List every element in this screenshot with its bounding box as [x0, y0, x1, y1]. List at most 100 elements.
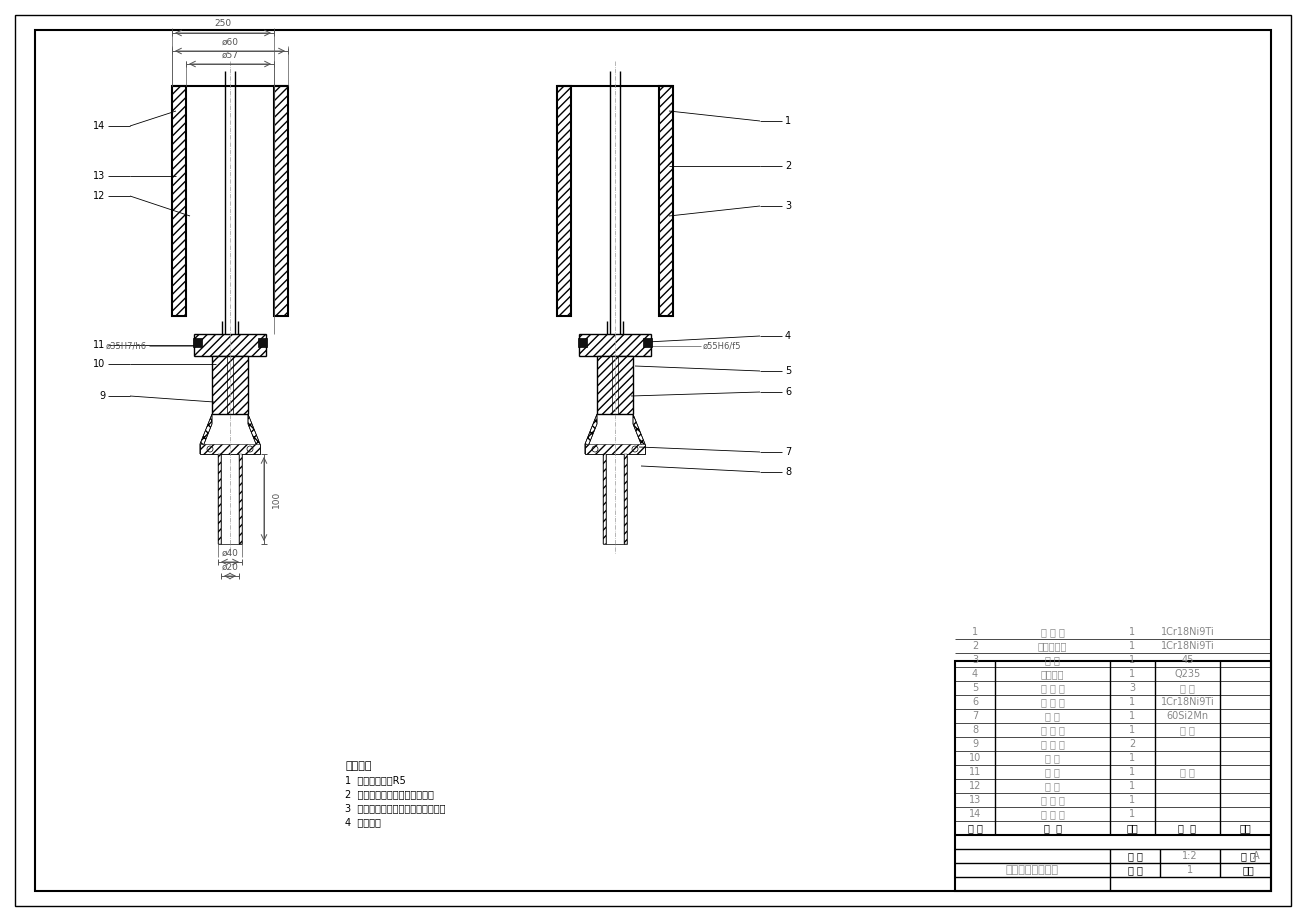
Text: 透 气 孔: 透 气 孔 — [1041, 739, 1064, 749]
Bar — [259, 338, 266, 347]
Text: 备注: 备注 — [1239, 823, 1251, 833]
Text: 3: 3 — [972, 655, 978, 665]
Bar — [603, 454, 606, 544]
Text: 1: 1 — [1130, 627, 1135, 637]
Text: 序 号: 序 号 — [968, 823, 982, 833]
Text: 1Cr18Ni9Ti: 1Cr18Ni9Ti — [1161, 627, 1215, 637]
Text: ø20: ø20 — [222, 563, 239, 572]
Text: 橡 胶: 橡 胶 — [1181, 767, 1195, 777]
Bar — [660, 86, 673, 316]
Text: 1  未注圆角半径R5: 1 未注圆角半径R5 — [345, 775, 406, 785]
Text: 名  称: 名 称 — [1043, 823, 1062, 833]
Text: ø60: ø60 — [222, 38, 239, 46]
Text: 橡 胶: 橡 胶 — [1181, 683, 1195, 693]
Bar — [200, 444, 260, 454]
Text: 进 液 管: 进 液 管 — [1041, 697, 1064, 707]
Bar — [556, 86, 571, 316]
Text: 上 孔: 上 孔 — [1045, 781, 1060, 791]
Bar — [274, 86, 289, 316]
Text: 10: 10 — [93, 359, 104, 369]
Text: 密 封 圈: 密 封 圈 — [1041, 683, 1064, 693]
Bar — [955, 661, 1271, 891]
Bar — [643, 338, 652, 347]
Bar — [579, 334, 650, 356]
Text: 数量: 数量 — [1127, 823, 1139, 833]
Text: 1: 1 — [785, 116, 791, 126]
Text: 尼 龙: 尼 龙 — [1181, 725, 1195, 735]
Text: 1: 1 — [1130, 711, 1135, 721]
Bar — [624, 454, 627, 544]
Text: 13: 13 — [93, 171, 104, 181]
Text: 材  料: 材 料 — [1178, 823, 1196, 833]
Text: 阀 体: 阀 体 — [1045, 655, 1060, 665]
Text: 隔 板: 隔 板 — [1045, 767, 1060, 777]
Bar — [195, 334, 266, 356]
Text: 定量调节管: 定量调节管 — [1038, 641, 1067, 651]
Bar — [660, 86, 673, 316]
Bar — [172, 86, 185, 316]
Text: 1: 1 — [1130, 753, 1135, 763]
Text: 5: 5 — [972, 683, 978, 693]
Text: 材料: 材料 — [1242, 865, 1254, 875]
Polygon shape — [585, 414, 597, 454]
Text: 比 例: 比 例 — [1127, 851, 1143, 861]
Text: 100: 100 — [272, 490, 281, 507]
Text: 8: 8 — [785, 467, 791, 477]
Text: 12: 12 — [969, 781, 981, 791]
Bar — [239, 454, 242, 544]
Text: ø57: ø57 — [222, 51, 239, 60]
Text: 6: 6 — [972, 697, 978, 707]
Text: 1: 1 — [1130, 669, 1135, 679]
Bar — [597, 356, 633, 414]
Text: 弹 簧: 弹 簧 — [1045, 711, 1060, 721]
Polygon shape — [200, 414, 212, 454]
Text: 图 号: 图 号 — [1241, 851, 1255, 861]
Text: 2  安装前必须对个零件进行检查: 2 安装前必须对个零件进行检查 — [345, 789, 434, 799]
Text: 4: 4 — [785, 331, 791, 341]
Text: 7: 7 — [972, 711, 978, 721]
Text: 12: 12 — [93, 191, 104, 201]
Text: 中 间 槽: 中 间 槽 — [1041, 795, 1064, 805]
Text: 1: 1 — [1130, 655, 1135, 665]
Text: 3: 3 — [785, 201, 791, 211]
Text: A: A — [1252, 851, 1259, 861]
Bar — [579, 338, 586, 347]
Text: 7: 7 — [785, 447, 791, 457]
Text: 3  安装后对每个灌装阀都要进行检查: 3 安装后对每个灌装阀都要进行检查 — [345, 803, 445, 813]
Bar — [585, 444, 645, 454]
Bar — [556, 86, 571, 316]
Text: 灌装阀结构部件图: 灌装阀结构部件图 — [1006, 865, 1059, 875]
Polygon shape — [248, 414, 260, 454]
Text: 8: 8 — [972, 725, 978, 735]
Text: 5: 5 — [785, 366, 791, 376]
Text: ø55H6/f5: ø55H6/f5 — [703, 342, 742, 351]
Bar — [172, 86, 185, 316]
Text: 14: 14 — [969, 809, 981, 819]
Text: 储 液 箱: 储 液 箱 — [1041, 809, 1064, 819]
Bar — [212, 356, 248, 414]
Text: 1: 1 — [1130, 641, 1135, 651]
Text: 3: 3 — [1130, 683, 1135, 693]
Text: 4  定期检查: 4 定期检查 — [345, 817, 381, 827]
Text: 1: 1 — [1130, 725, 1135, 735]
Text: 2: 2 — [972, 641, 978, 651]
Text: 14: 14 — [93, 121, 104, 131]
Text: 1: 1 — [1130, 809, 1135, 819]
Text: 4: 4 — [972, 669, 978, 679]
Text: 10: 10 — [969, 753, 981, 763]
Text: 250: 250 — [214, 19, 231, 29]
Text: 1: 1 — [1130, 767, 1135, 777]
Text: 1: 1 — [1130, 697, 1135, 707]
Polygon shape — [633, 414, 645, 454]
Text: ø40: ø40 — [222, 549, 239, 557]
Text: 1Cr18Ni9Ti: 1Cr18Ni9Ti — [1161, 641, 1215, 651]
Text: 60Si2Mn: 60Si2Mn — [1166, 711, 1208, 721]
Text: 45: 45 — [1182, 655, 1194, 665]
Text: 11: 11 — [93, 340, 104, 350]
Text: 瓶 口 座: 瓶 口 座 — [1041, 725, 1064, 735]
Text: 1: 1 — [1130, 781, 1135, 791]
Text: 1: 1 — [1130, 795, 1135, 805]
Text: 1Cr18Ni9Ti: 1Cr18Ni9Ti — [1161, 697, 1215, 707]
Text: 11: 11 — [969, 767, 981, 777]
Bar — [193, 338, 202, 347]
